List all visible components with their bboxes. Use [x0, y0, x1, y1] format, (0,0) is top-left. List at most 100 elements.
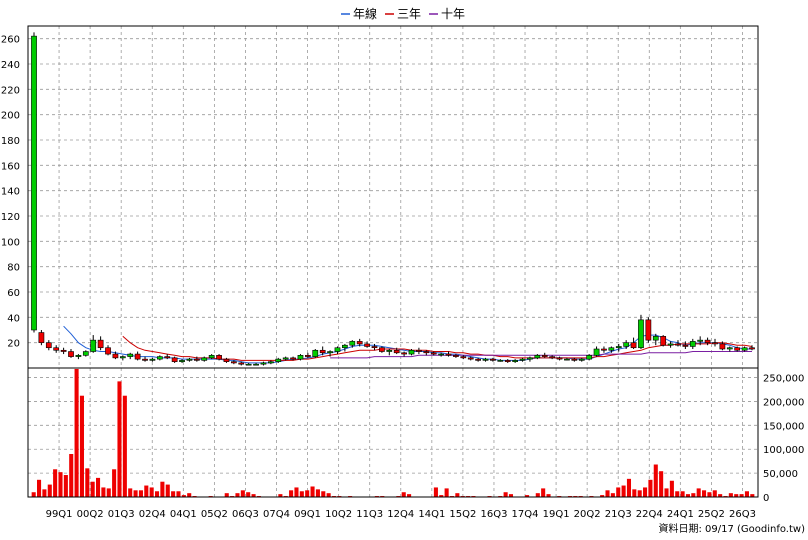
candle-down: [193, 358, 200, 361]
volume-bar: [439, 495, 444, 497]
candle-down: [319, 349, 326, 354]
volume-bar: [42, 489, 47, 497]
price-tick-label: 240: [1, 60, 20, 71]
x-tick-label: 02Q4: [139, 509, 166, 520]
price-axis: 20 40 60 80 100 120 140 160 180 200 220 240 260: [1, 35, 20, 350]
volume-bar: [133, 490, 138, 497]
candle-up: [652, 336, 659, 341]
candle-up: [156, 356, 163, 360]
candle-up: [667, 343, 674, 346]
volume-bar: [707, 492, 712, 497]
volume-bar: [728, 493, 733, 497]
volume-bar: [535, 493, 540, 497]
volume-panel-frame: [27, 367, 759, 498]
x-tick-label: 10Q2: [325, 509, 352, 520]
candle-up: [82, 351, 89, 356]
candle-up: [275, 358, 282, 362]
candle-down: [541, 355, 548, 357]
volume-bar: [79, 395, 84, 497]
volume-bar: [310, 486, 315, 497]
volume-bar: [718, 494, 723, 497]
x-tick-label: 05Q2: [201, 509, 228, 520]
volume-bar: [401, 492, 406, 497]
x-tick-label: 14Q1: [418, 509, 445, 520]
x-tick-label: 21Q3: [605, 509, 632, 520]
volume-bar: [305, 490, 310, 497]
price-tick-label: 80: [7, 263, 20, 274]
candle-up: [282, 357, 289, 360]
x-tick-label: 16Q3: [480, 509, 507, 520]
x-tick-label: 19Q1: [543, 509, 570, 520]
candle-down: [53, 347, 60, 351]
candle-up: [519, 358, 526, 361]
candle-up: [593, 348, 600, 356]
x-tick-label: 22Q4: [636, 509, 663, 520]
candle-up: [149, 358, 156, 361]
volume-axis: 0 50,000 100,000 150,000 200,000 250,000: [763, 374, 804, 504]
volume-bar: [648, 479, 653, 497]
volume-grid: [28, 368, 758, 498]
candle-down: [423, 351, 430, 354]
price-tick-label: 60: [7, 288, 20, 299]
price-tick-label: 20: [7, 339, 20, 350]
candle-down: [371, 346, 378, 349]
volume-bar: [616, 487, 621, 497]
volume-bar: [294, 487, 299, 497]
candle-up: [408, 349, 415, 355]
candle-up: [179, 360, 185, 362]
volume-bar: [659, 471, 664, 497]
volume-bar: [643, 487, 648, 497]
candle-down: [216, 355, 222, 360]
volume-bar: [433, 487, 438, 497]
legend-label-year-line: 年線: [353, 6, 377, 21]
candle-up: [497, 360, 504, 362]
volume-bars: [31, 368, 755, 497]
price-tick-label: 160: [1, 161, 20, 172]
candle-down: [230, 361, 237, 364]
candle-down: [45, 342, 52, 349]
volume-bar: [503, 492, 508, 497]
candle-up: [268, 361, 274, 364]
candle-down: [445, 353, 452, 356]
candle-down: [490, 358, 496, 361]
volume-bar: [246, 492, 251, 497]
x-tick-label: 04Q1: [170, 509, 197, 520]
candle-up: [527, 357, 533, 360]
candle-down: [379, 347, 385, 352]
price-panel-frame: [27, 25, 759, 369]
price-tick-label: 260: [1, 35, 20, 46]
volume-bar: [235, 493, 240, 497]
x-tick-label: 26Q3: [729, 509, 756, 520]
volume-bar: [58, 472, 63, 497]
volume-bar: [154, 491, 160, 497]
candle-down: [475, 358, 481, 361]
volume-bar: [744, 491, 749, 497]
candle-down: [38, 332, 45, 343]
volume-bar: [315, 489, 320, 497]
volume-bar: [407, 494, 412, 497]
volume-tick-label: 50,000: [763, 469, 798, 480]
volume-bar: [541, 488, 546, 497]
candle-up: [482, 358, 489, 361]
volume-bar: [128, 488, 133, 497]
volume-bar: [637, 490, 642, 497]
volume-bar: [444, 488, 449, 497]
volume-bar: [455, 493, 460, 497]
candle-down: [290, 357, 296, 360]
x-tick-label: 09Q1: [294, 509, 321, 520]
x-axis: 99Q1 00Q2 01Q3 02Q4 04Q1 05Q2 06Q3 07Q4 09Q1 10Q2…: [46, 509, 756, 520]
candle-down: [504, 360, 511, 362]
volume-bar: [31, 492, 36, 497]
x-tick-label: 11Q3: [356, 509, 383, 520]
candle-down: [675, 343, 681, 346]
x-tick-label: 06Q3: [232, 509, 259, 520]
price-tick-label: 100: [1, 237, 20, 248]
volume-bar: [712, 490, 717, 497]
candle-down: [112, 353, 119, 359]
volume-bar: [176, 491, 181, 497]
candle-up: [638, 319, 644, 349]
candle-up: [512, 360, 518, 362]
candle-up: [726, 347, 733, 350]
volume-bar: [187, 493, 192, 497]
volume-bar: [610, 493, 615, 497]
